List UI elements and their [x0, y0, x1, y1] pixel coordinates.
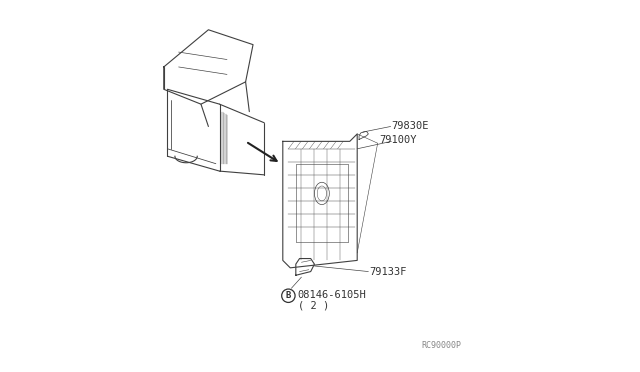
- Text: 79100Y: 79100Y: [379, 135, 416, 144]
- Text: B: B: [285, 291, 291, 300]
- Text: 79830E: 79830E: [392, 122, 429, 131]
- Text: ( 2 ): ( 2 ): [298, 300, 329, 310]
- Text: 08146-6105H: 08146-6105H: [297, 290, 365, 300]
- Text: 79133F: 79133F: [369, 267, 406, 276]
- Text: RC90000P: RC90000P: [421, 341, 461, 350]
